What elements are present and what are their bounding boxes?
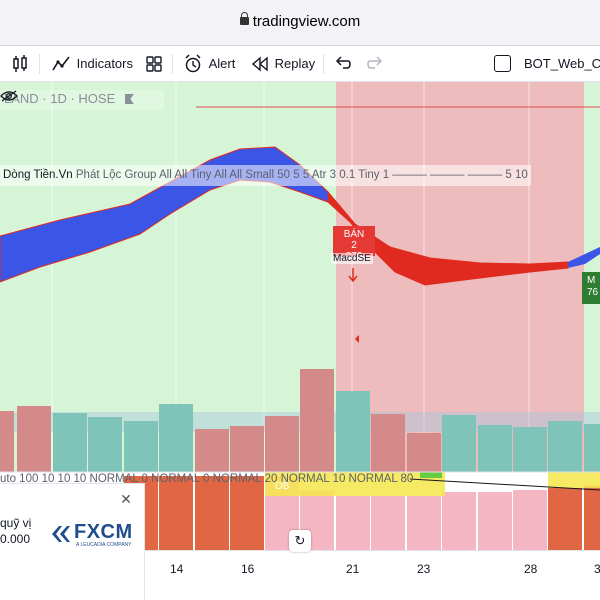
rewind-icon bbox=[251, 56, 268, 72]
reset-chart-button[interactable]: ↻ bbox=[289, 530, 311, 552]
date-axis[interactable]: 14 16 21 23 28 3 bbox=[145, 550, 600, 600]
sell-count: 2 bbox=[351, 240, 357, 251]
alert-button[interactable]: Alert bbox=[184, 46, 235, 82]
sub-indicator-legend[interactable]: uto 100 10 10 10 NORMAL 0 NORMAL 0 NORMA… bbox=[0, 473, 414, 485]
axis-tick: 21 bbox=[346, 562, 360, 576]
axis-tick: 3 bbox=[594, 562, 600, 576]
axis-tick: 16 bbox=[241, 562, 255, 576]
indicators-button[interactable]: Indicators bbox=[52, 46, 133, 82]
price-chart[interactable]: LAND · 1D · HOSE Dòng Tiền.Vn Phát Lộc G… bbox=[0, 82, 600, 550]
popup-text-line1: quỹ vị bbox=[0, 516, 32, 530]
undo-icon[interactable] bbox=[335, 46, 351, 82]
indicators-icon bbox=[52, 56, 70, 71]
redo-icon[interactable] bbox=[367, 46, 383, 82]
symbol-text: LAND · 1D · HOSE bbox=[4, 91, 116, 106]
axis-tick: 23 bbox=[417, 562, 431, 576]
ob-label: OB bbox=[275, 481, 290, 492]
browser-url-bar[interactable]: tradingview.com bbox=[0, 0, 600, 46]
symbol-legend[interactable]: LAND · 1D · HOSE bbox=[0, 90, 164, 110]
alarm-clock-icon bbox=[185, 54, 201, 73]
templates-icon[interactable] bbox=[146, 46, 162, 82]
volume-bars bbox=[0, 369, 600, 472]
layout-checkbox[interactable] bbox=[494, 55, 511, 72]
trend-line bbox=[409, 478, 600, 491]
marker-triangle-icon bbox=[355, 335, 359, 343]
fxcm-brand-sub: A LEUCADIA COMPANY bbox=[76, 542, 132, 548]
candles-icon[interactable] bbox=[12, 46, 28, 82]
indicators-label: Indicators bbox=[76, 56, 133, 71]
lock-icon bbox=[239, 12, 249, 25]
layout-name[interactable]: BOT_Web_Ch bbox=[524, 56, 600, 71]
buy-value: 76 bbox=[587, 287, 599, 298]
sell-label: BÁN bbox=[343, 229, 365, 240]
buy-label: M bbox=[587, 275, 596, 286]
fxcm-brand: FXCM bbox=[74, 521, 133, 543]
toolbar-divider bbox=[323, 54, 324, 74]
toolbar-divider bbox=[172, 54, 173, 74]
popup-text-line2: 0.000 bbox=[0, 532, 31, 546]
macd-label: MacdSE bbox=[331, 253, 373, 264]
replay-button[interactable]: Replay bbox=[251, 46, 316, 82]
fxcm-logo-icon bbox=[52, 526, 70, 542]
broker-popup[interactable]: ✕ quỹ vị 0.000 FXCM A LEUCADIA COMPANY bbox=[0, 483, 145, 600]
replay-label: Replay bbox=[274, 56, 316, 71]
indicator-params: Phát Lộc Group All All Tiny All All Smal… bbox=[75, 169, 528, 181]
axis-tick: 28 bbox=[524, 562, 538, 576]
url-text: tradingview.com bbox=[252, 13, 361, 30]
close-icon[interactable]: ✕ bbox=[120, 491, 132, 507]
chart-toolbar: Indicators Alert Replay BOT_Web_Ch bbox=[0, 46, 600, 82]
axis-tick: 14 bbox=[170, 562, 184, 576]
sell-signal-flag: BÁN 2 270 bbox=[333, 226, 375, 262]
flag-icon[interactable] bbox=[124, 94, 134, 104]
buy-signal-flag: M 76 bbox=[582, 272, 600, 304]
chart-canvas bbox=[0, 82, 600, 550]
indicator-name: Dòng Tiền.Vn bbox=[3, 169, 73, 181]
reset-icon: ↻ bbox=[294, 533, 306, 548]
alert-label: Alert bbox=[208, 56, 236, 71]
url-display[interactable]: tradingview.com bbox=[0, 12, 600, 30]
sell-arrow-icon bbox=[348, 268, 358, 283]
indicator-legend[interactable]: Dòng Tiền.Vn Phát Lộc Group All All Tiny… bbox=[0, 165, 531, 186]
blue-ribbon bbox=[568, 247, 600, 268]
toolbar-divider bbox=[39, 54, 40, 74]
fxcm-logo[interactable]: FXCM A LEUCADIA COMPANY bbox=[50, 521, 133, 551]
